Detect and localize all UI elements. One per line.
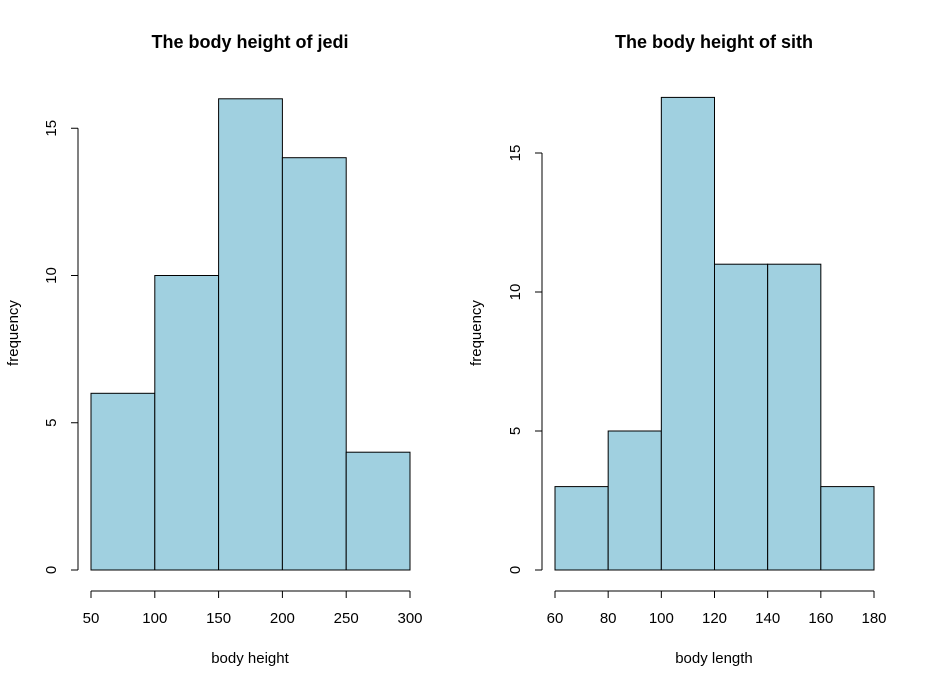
x-axis: 50 100 150 200 250 300 [83,590,423,627]
y-tick-label: 10 [43,267,60,284]
x-axis-label: body height [211,650,289,667]
bars [90,98,411,571]
y-axis: 0 5 10 15 [43,120,79,574]
histogram-bar [607,430,662,571]
y-tick-label: 5 [507,427,524,435]
histogram-bar [820,486,875,571]
x-tick-label: 300 [397,610,422,627]
x-tick-label: 100 [142,610,167,627]
sith-histogram-panel: The body height of sith body length freq… [468,32,887,667]
y-tick-label: 10 [507,284,524,301]
histogram-bar [660,96,715,571]
y-axis: 0 5 10 15 [507,145,543,574]
y-tick-label: 5 [43,419,60,427]
y-axis-label: frequency [5,300,22,366]
x-tick-label: 180 [861,610,886,627]
chart-title: The body height of jedi [152,32,349,52]
x-tick-label: 150 [206,610,231,627]
x-tick-label: 250 [334,610,359,627]
y-axis-label: frequency [468,300,485,366]
jedi-histogram-panel: The body height of jedi body height freq… [5,32,423,667]
bars [554,96,875,571]
histogram-bar [714,263,769,571]
x-tick-label: 120 [702,610,727,627]
x-tick-label: 80 [600,610,617,627]
histogram-bar [281,157,347,571]
histogram-bar [767,263,822,571]
histogram-bar [90,392,156,571]
y-tick-label: 0 [507,566,524,574]
histogram-bar [218,98,283,571]
x-tick-label: 60 [547,610,564,627]
histogram-bar [154,275,220,571]
x-axis-label: body length [675,650,753,667]
y-tick-label: 0 [43,566,60,574]
chart-title: The body height of sith [615,32,813,52]
y-tick-label: 15 [43,120,60,137]
y-tick-label: 15 [507,145,524,162]
x-tick-label: 100 [649,610,674,627]
histogram-bar [345,451,411,571]
x-axis: 60 80 100 120 140 160 180 [547,590,887,627]
x-tick-label: 160 [808,610,833,627]
x-tick-label: 140 [755,610,780,627]
x-tick-label: 50 [83,610,100,627]
x-tick-label: 200 [270,610,295,627]
histogram-bar [554,486,609,571]
